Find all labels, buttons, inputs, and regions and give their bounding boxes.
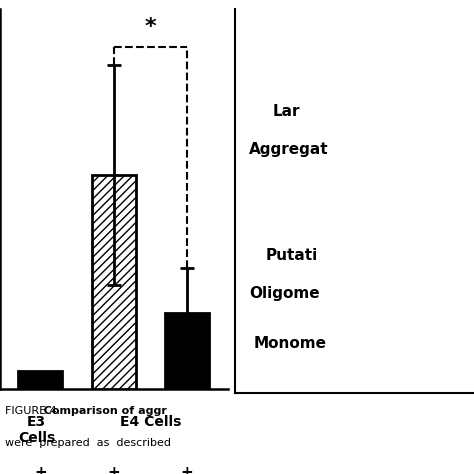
Text: +: + xyxy=(34,465,47,474)
Bar xyxy=(165,313,209,389)
Text: E4 Cells: E4 Cells xyxy=(120,415,181,429)
Text: Lar: Lar xyxy=(273,104,300,119)
Bar xyxy=(92,175,136,389)
Bar xyxy=(18,372,63,389)
Text: Aggregat: Aggregat xyxy=(249,142,328,157)
Text: *: * xyxy=(145,17,156,37)
Text: FIGURE 4.: FIGURE 4. xyxy=(5,405,64,416)
Text: +: + xyxy=(108,465,120,474)
Text: Putati: Putati xyxy=(265,248,318,264)
Text: Oligome: Oligome xyxy=(249,286,319,301)
Text: Monome: Monome xyxy=(254,336,327,351)
Text: Comparison of aggr: Comparison of aggr xyxy=(5,405,167,416)
Text: +: + xyxy=(181,465,193,474)
Text: E3
Cells: E3 Cells xyxy=(18,415,55,446)
Text: were  prepared  as  described: were prepared as described xyxy=(5,438,171,448)
